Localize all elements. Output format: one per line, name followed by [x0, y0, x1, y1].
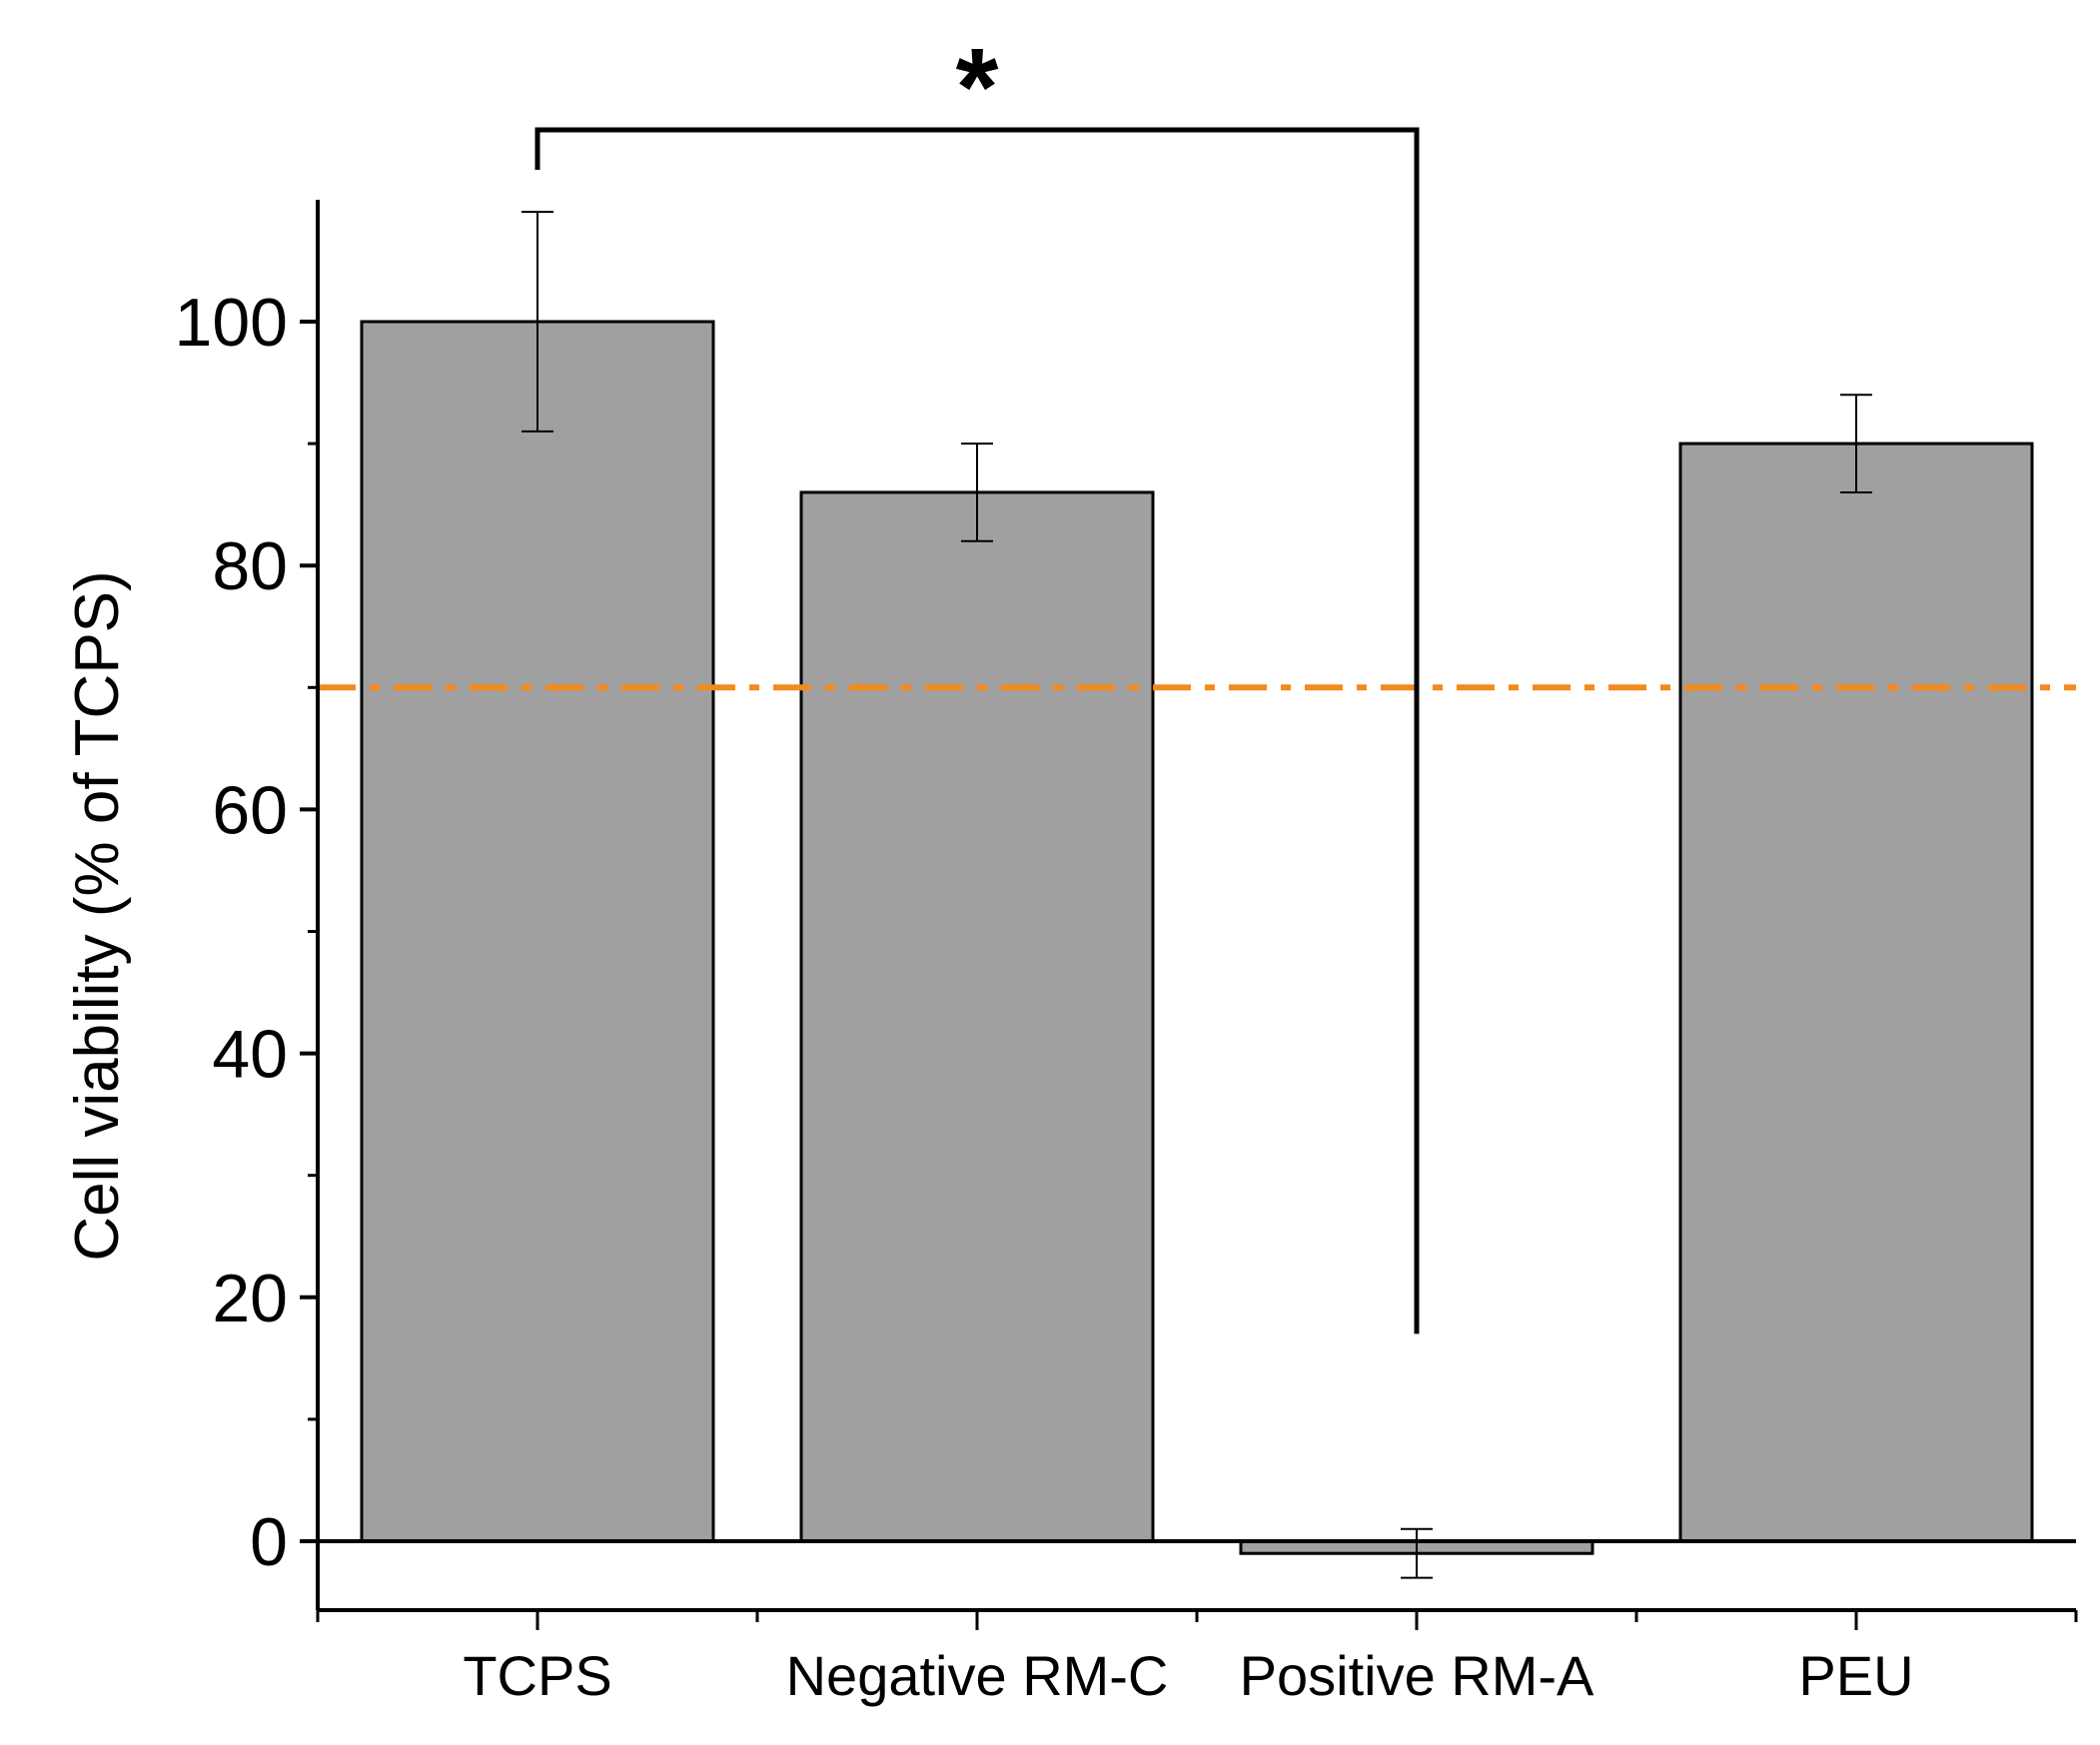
y-tick-label-60: 60	[212, 772, 288, 848]
x-tick-label-tcps: TCPS	[463, 1644, 611, 1707]
y-tick-label-80: 80	[212, 528, 288, 604]
error-bars-group	[522, 211, 1872, 1579]
x-tick-label-positive-rm-a: Positive RM-A	[1240, 1644, 1594, 1707]
bar-peu	[1678, 441, 2034, 1543]
x-tick-label-peu: PEU	[1798, 1644, 1913, 1707]
significance-bracket	[534, 127, 1420, 1334]
y-tick-label-40: 40	[212, 1017, 288, 1093]
y-tick-label-100: 100	[175, 285, 288, 361]
y-tick-label-20: 20	[212, 1261, 288, 1336]
significance-star: *	[956, 26, 999, 149]
y-axis-title: Cell viability (% of TCPS)	[63, 570, 132, 1261]
bar-negative-rm-c	[799, 490, 1155, 1543]
bars-group	[360, 320, 2034, 1555]
y-tick-label-0: 0	[250, 1504, 288, 1580]
x-tick-label-negative-rm-c: Negative RM-C	[786, 1644, 1169, 1707]
bar-tcps	[360, 320, 715, 1543]
significance-group: *	[534, 26, 1420, 1334]
axes-group: 0 20 40 60 80 100 TCPS Negative RM-C Positive RM…	[175, 200, 2078, 1707]
